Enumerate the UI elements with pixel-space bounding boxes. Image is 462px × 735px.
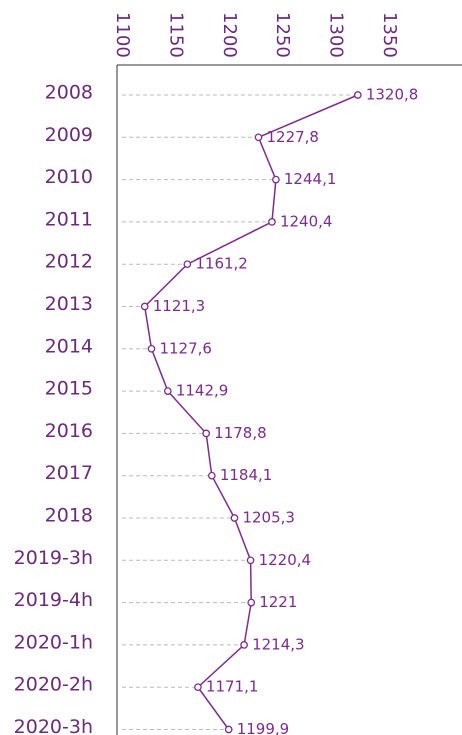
data-point	[268, 218, 276, 226]
data-point	[147, 344, 156, 353]
data-label: 1184,1	[220, 466, 272, 484]
y-tick-label: 2020-2h	[14, 674, 93, 696]
data-label: 1221	[259, 593, 297, 611]
x-tick-label: 1200	[219, 12, 240, 58]
data-label: 1199,9	[237, 720, 290, 735]
data-label: 1127,6	[159, 339, 212, 357]
y-tick-label: 2013	[45, 293, 93, 315]
data-point	[240, 641, 248, 649]
data-point	[207, 471, 216, 480]
data-point	[254, 133, 263, 142]
data-label: 1320,8	[366, 86, 419, 104]
y-tick-label: 2014	[45, 335, 93, 357]
y-tick-label: 2017	[45, 462, 93, 484]
data-label: 1121,3	[153, 297, 206, 315]
data-label: 1171,1	[206, 678, 259, 696]
data-point	[194, 683, 202, 692]
y-tick-label: 2008	[45, 82, 93, 104]
y-tick-label: 2018	[45, 505, 93, 527]
data-label: 1244,1	[284, 170, 337, 188]
data-point	[353, 91, 362, 99]
data-point	[202, 429, 211, 438]
y-tick-label: 2011	[45, 208, 93, 230]
y-tick-label: 2020-3h	[14, 716, 93, 735]
data-label: 1214,3	[252, 635, 304, 653]
data-label: 1205,3	[242, 509, 294, 527]
y-tick-label: 2016	[45, 420, 93, 442]
data-point	[140, 302, 149, 311]
data-line	[143, 94, 359, 730]
x-tick-label: 1100	[112, 12, 133, 58]
data-point	[224, 725, 233, 734]
y-tick-label: 2010	[45, 166, 93, 188]
x-tick-label: 1300	[326, 12, 347, 58]
x-tick-label: 1350	[379, 12, 400, 58]
y-tick-label: 2019-4h	[14, 589, 93, 611]
y-tick-label: 2012	[45, 251, 93, 273]
data-label: 1227,8	[266, 128, 319, 146]
data-label: 1240,4	[280, 212, 333, 230]
x-tick-label: 1150	[165, 12, 186, 58]
y-tick-label: 2019-3h	[14, 547, 93, 569]
y-tick-label: 2020-1h	[14, 631, 93, 653]
data-point	[247, 598, 256, 607]
data-point	[272, 175, 280, 184]
data-label: 1220,4	[259, 551, 312, 569]
data-label: 1161,2	[195, 255, 248, 273]
x-tick-label: 1250	[272, 12, 293, 58]
data-point	[230, 514, 239, 522]
y-tick-label: 2009	[45, 124, 93, 146]
data-label: 1142,9	[176, 382, 229, 400]
data-point	[183, 260, 192, 269]
y-tick-label: 2015	[45, 378, 93, 400]
data-label: 1178,8	[214, 424, 266, 442]
data-point	[163, 387, 172, 395]
data-point	[246, 556, 255, 565]
